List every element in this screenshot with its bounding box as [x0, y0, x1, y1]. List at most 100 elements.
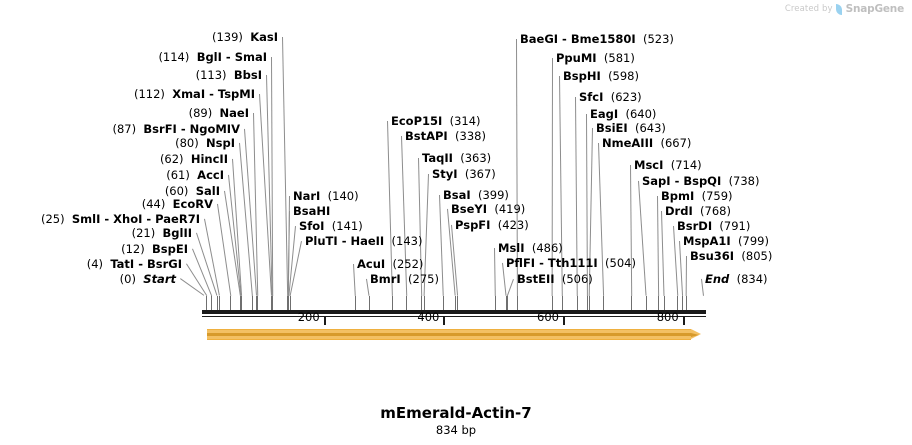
site-label-bsphi[interactable]: BspHI (598) [563, 70, 639, 83]
site-label-bsiei[interactable]: BsiEI (643) [596, 122, 666, 135]
cut-site-tick [391, 296, 393, 310]
site-label-sali[interactable]: (60) SalI [165, 185, 220, 198]
site-label-acui[interactable]: AcuI (252) [357, 258, 423, 271]
site-name: BsiEI [596, 121, 628, 135]
site-name: BglII [162, 226, 193, 240]
site-label-xmai-tspmi[interactable]: (112) XmaI - TspMI [134, 88, 255, 101]
site-label-nmeaiii[interactable]: NmeAIII (667) [602, 137, 691, 150]
site-label-bmri[interactable]: BmrI (275) [370, 273, 439, 286]
site-label-bsrfi-ngomiv[interactable]: (87) BsrFI - NgoMIV [112, 123, 240, 136]
site-position: (112) [133, 87, 165, 101]
cut-site-tick [603, 296, 605, 310]
site-label-taqii[interactable]: TaqII (363) [422, 152, 491, 165]
site-label-ppumi[interactable]: PpuMI (581) [556, 52, 635, 65]
site-position: (363) [460, 151, 492, 165]
site-name: NmeAIII [602, 136, 654, 150]
site-name: SfcI [579, 90, 604, 104]
site-name: SfoI [299, 219, 325, 233]
site-name: BsaI [443, 188, 471, 202]
site-label-styi[interactable]: StyI (367) [432, 168, 496, 181]
site-position: (314) [449, 114, 481, 128]
cut-site-tick [206, 296, 208, 310]
cut-site-tick [658, 296, 660, 310]
site-leader-line [638, 180, 647, 296]
site-position: (114) [158, 50, 190, 64]
site-name: BmrI [370, 272, 401, 286]
site-name: TaqII [422, 151, 453, 165]
site-position: (805) [741, 249, 773, 263]
page-title: mEmerald-Actin-7 [380, 404, 532, 422]
site-name: SmlI [71, 212, 101, 226]
site-leader-line [661, 210, 665, 296]
site-label-sfoi[interactable]: SfoI (141) [299, 220, 363, 233]
site-label-bglii[interactable]: (21) BglII [132, 227, 192, 240]
site-label-bseyi[interactable]: BseYI (419) [451, 203, 525, 216]
site-name: BspEI [152, 242, 188, 256]
site-label-eagi[interactable]: EagI (640) [590, 108, 656, 121]
cut-site-tick [257, 296, 259, 310]
site-position: (506) [561, 272, 593, 286]
snapgene-wordmark: SnapGene [845, 3, 905, 15]
site-label-acci[interactable]: (61) AccI [166, 169, 224, 182]
site-label-bbsi[interactable]: (113) BbsI [196, 69, 262, 82]
site-label-bsu36i[interactable]: Bsu36I (805) [690, 250, 772, 263]
site-label-pluti-haeii[interactable]: PluTI - HaeII (143) [305, 235, 422, 248]
site-position: (80) [175, 136, 199, 150]
site-leader-line [685, 256, 687, 297]
orf-arrowhead-core [690, 332, 699, 337]
site-label-baegi-bme1580i[interactable]: BaeGI - Bme1580I (523) [520, 33, 674, 46]
site-label-end[interactable]: End (834) [705, 273, 768, 286]
site-position: (60) [164, 184, 189, 198]
site-label-bsrdi[interactable]: BsrDI (791) [677, 220, 750, 233]
site-label-hincii[interactable]: (62) HincII [160, 153, 228, 166]
site-position: (399) [477, 188, 509, 202]
site-label-bpmi[interactable]: BpmI (759) [661, 190, 733, 203]
site-position: (87) [112, 122, 137, 136]
site-name-separator: - [205, 87, 218, 101]
site-name: DrdI [665, 204, 693, 218]
site-label-bstapi[interactable]: BstAPI (338) [405, 130, 486, 143]
site-label-nari[interactable]: NarI (140) [293, 190, 359, 203]
site-label-ecorv[interactable]: (44) EcoRV [142, 198, 213, 211]
site-name: XhoI [113, 212, 143, 226]
site-label-ecop15i[interactable]: EcoP15I (314) [391, 115, 481, 128]
orf-arrow [206, 329, 702, 340]
cut-site-tick [239, 296, 241, 310]
site-label-pflfi-tth111i[interactable]: PflFI - Tth111I (504) [506, 257, 636, 270]
site-label-bgli-smai[interactable]: (114) BglI - SmaI [158, 51, 267, 64]
ruler-tick [562, 316, 565, 325]
site-label-sapi-bspqi[interactable]: SapI - BspQI (738) [642, 175, 760, 188]
site-label-sfci[interactable]: SfcI (623) [579, 91, 642, 104]
site-name: BbsI [233, 68, 262, 82]
site-label-drdi[interactable]: DrdI (768) [665, 205, 731, 218]
site-position: (791) [719, 219, 751, 233]
site-name: BsaHI [293, 204, 331, 218]
site-label-smli-xhoi-paer7i[interactable]: (25) SmlI - XhoI - PaeR7I [41, 213, 200, 226]
site-label-pspfi[interactable]: PspFI (423) [455, 219, 529, 232]
site-label-bsteii[interactable]: BstEII (506) [517, 273, 593, 286]
site-label-naei[interactable]: (89) NaeI [189, 107, 249, 120]
site-label-bsai[interactable]: BsaI (399) [443, 189, 509, 202]
site-position: (89) [188, 106, 213, 120]
site-label-bsahi[interactable]: BsaHI [293, 205, 330, 218]
site-position: (640) [625, 107, 657, 121]
cut-site-tick [551, 296, 553, 310]
orf-core [206, 333, 691, 336]
cut-site-tick [251, 296, 253, 310]
site-name: Start [143, 272, 176, 286]
site-label-start[interactable]: (0) Start [120, 273, 176, 286]
site-position: (4) [86, 257, 103, 271]
site-label-nspi[interactable]: (80) NspI [175, 137, 235, 150]
site-name-separator: - [100, 212, 114, 226]
site-name: Bme1580I [570, 32, 636, 46]
site-position: (834) [736, 272, 768, 286]
site-name: NspI [206, 136, 235, 150]
site-label-bspei[interactable]: (12) BspEI [121, 243, 188, 256]
site-label-msli[interactable]: MslI (486) [498, 242, 563, 255]
site-position: (714) [670, 158, 702, 172]
site-label-tati-bsrgi[interactable]: (4) TatI - BsrGI [87, 258, 182, 271]
site-label-msci[interactable]: MscI (714) [634, 159, 702, 172]
site-label-kasi[interactable]: (139) KasI [212, 31, 278, 44]
site-label-mspa1i[interactable]: MspA1I (799) [683, 235, 769, 248]
